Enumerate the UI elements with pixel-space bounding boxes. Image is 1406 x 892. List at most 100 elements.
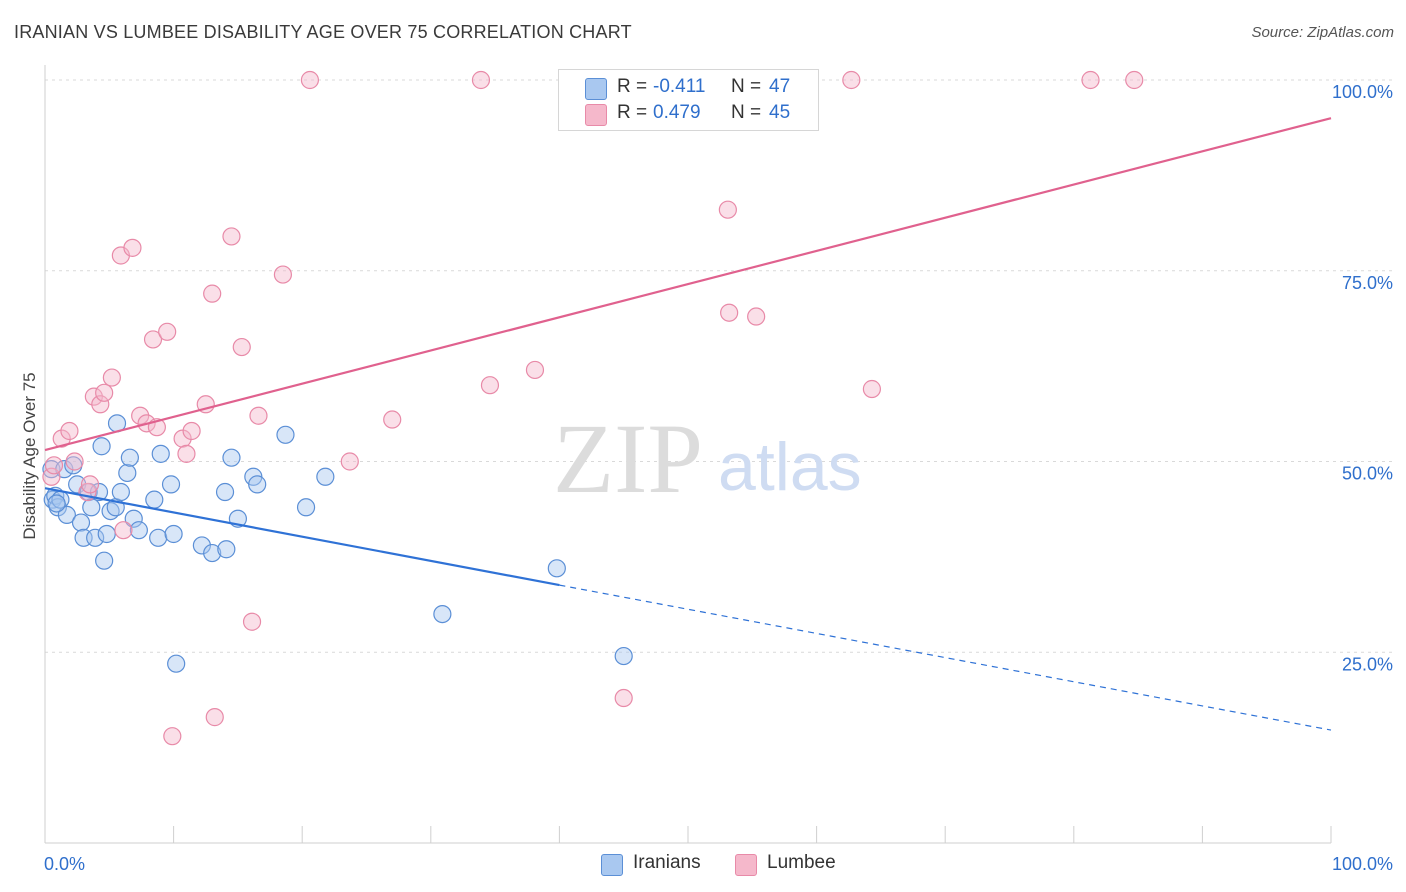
iranians-point <box>92 437 111 456</box>
iranians-point <box>614 646 633 666</box>
iranians-point <box>95 551 114 570</box>
iranians-trend-line <box>44 487 560 587</box>
lumbee-point <box>614 688 633 708</box>
x-tick-labels: 0.0% 100.0% <box>44 854 1393 874</box>
iranians-point <box>118 463 137 483</box>
bottom-legend-swatch-lumbee <box>735 854 757 876</box>
legend-r-label: R = <box>617 102 648 123</box>
legend-r-label: R = <box>617 76 648 97</box>
lumbee-point <box>158 322 177 341</box>
lumbee-point <box>471 70 491 90</box>
lumbee-point <box>242 612 262 631</box>
lumbee-point <box>143 330 163 349</box>
iranians-point <box>129 521 148 540</box>
lumbee-point <box>42 467 61 486</box>
legend-n-value: 45 <box>769 102 791 123</box>
lumbee-point <box>300 70 320 90</box>
y-tick-label: 50.0% <box>1342 464 1393 484</box>
lumbee-point <box>95 383 114 402</box>
bottom-legend-label-iranians: Iranians <box>633 852 701 873</box>
y-tick-label: 25.0% <box>1342 654 1393 674</box>
lumbee-point <box>232 337 251 357</box>
legend-r-value: -0.411 <box>653 76 706 97</box>
grid-lines <box>45 79 1392 653</box>
iranians-point <box>296 498 316 517</box>
data-points <box>42 70 1144 746</box>
x-tick-label: 0.0% <box>44 854 85 874</box>
iranians-point <box>149 528 168 547</box>
iranians-point <box>151 444 170 463</box>
legend-r-value: 0.479 <box>653 102 701 123</box>
lumbee-point <box>177 444 196 463</box>
y-tick-label: 100.0% <box>1332 82 1393 102</box>
x-tick-label: 100.0% <box>1332 854 1393 874</box>
lumbee-point <box>480 376 500 395</box>
lumbee-point <box>1081 70 1100 90</box>
iranians-point <box>71 513 91 532</box>
iranians-point <box>547 559 566 578</box>
lumbee-point <box>720 303 739 322</box>
iranians-point <box>167 654 186 673</box>
iranians-point <box>203 543 222 563</box>
lumbee-point <box>383 410 402 429</box>
lumbee-point <box>1125 70 1144 90</box>
lumbee-point <box>114 521 133 540</box>
lumbee-point <box>203 284 222 303</box>
iranians-point <box>222 448 241 467</box>
bottom-legend-lumbee: Lumbee <box>735 852 845 876</box>
bottom-legend-label-lumbee: Lumbee <box>767 852 836 873</box>
y-tick-labels: 25.0% 50.0% 75.0% 100.0% <box>1332 82 1393 674</box>
lumbee-point <box>91 395 110 414</box>
legend-swatch-iranians <box>585 78 607 100</box>
iranians-point <box>276 425 295 444</box>
iranians-point <box>47 494 66 513</box>
lumbee-point <box>123 238 142 257</box>
lumbee-point <box>205 708 224 727</box>
lumbee-point <box>273 265 293 284</box>
axes <box>44 65 1332 844</box>
iranians-point <box>97 524 116 544</box>
iranians-point <box>145 490 164 509</box>
iranians-point <box>164 524 183 544</box>
iranians-trend-projection <box>559 584 1332 731</box>
iranians-point <box>248 475 267 494</box>
iranians-point <box>57 505 76 525</box>
legend-n-value: 47 <box>769 76 791 97</box>
legend-n-label: N = <box>731 76 762 97</box>
lumbee-point <box>102 368 121 387</box>
lumbee-point <box>340 452 359 471</box>
lumbee-trend-line <box>44 117 1332 452</box>
y-tick-label: 75.0% <box>1342 273 1393 293</box>
iranians-point <box>120 448 139 467</box>
iranians-point <box>215 482 235 502</box>
lumbee-point <box>80 475 100 494</box>
iranians-point <box>111 482 130 502</box>
lumbee-point <box>249 406 268 425</box>
correlation-legend: R = -0.411 N = 47 R = 0.479 N = 45 <box>558 69 819 131</box>
lumbee-point <box>44 456 64 475</box>
lumbee-point <box>84 387 103 406</box>
source-label: Source: ZipAtlas.com <box>1251 24 1394 41</box>
trend-lines <box>44 117 1332 731</box>
iranians-point <box>316 467 335 486</box>
lumbee-point <box>60 421 79 441</box>
legend-n-label: N = <box>731 102 762 123</box>
iranians-point <box>433 604 452 624</box>
lumbee-point <box>182 421 201 441</box>
lumbee-point <box>718 200 737 219</box>
iranians-point <box>124 509 143 528</box>
iranians-point <box>82 498 101 517</box>
lumbee-point <box>862 379 881 399</box>
iranians-point <box>192 536 211 555</box>
lumbee-point <box>163 727 182 746</box>
iranians-point <box>161 475 181 494</box>
lumbee-point <box>52 429 71 448</box>
lumbee-point <box>842 70 861 90</box>
lumbee-point <box>525 360 545 380</box>
lumbee-point <box>222 227 241 246</box>
watermark-zip: ZIP <box>553 403 703 514</box>
iranians-point <box>217 540 236 559</box>
chart-title: IRANIAN VS LUMBEE DISABILITY AGE OVER 75… <box>14 22 632 42</box>
bottom-legend-iranians: Iranians <box>601 852 711 876</box>
